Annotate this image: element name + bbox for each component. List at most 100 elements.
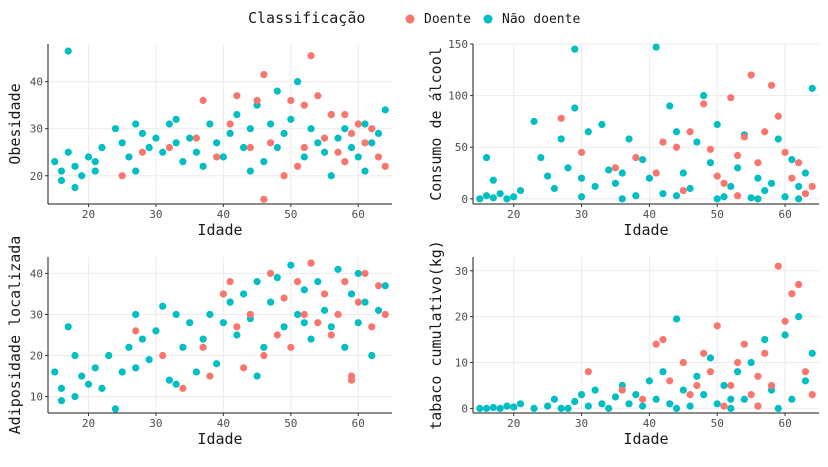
data-point xyxy=(260,351,268,360)
data-point xyxy=(496,190,504,198)
y-axis-title: Adiposidade localizada xyxy=(6,236,24,435)
data-point xyxy=(219,153,227,161)
data-point xyxy=(98,143,106,152)
data-point xyxy=(57,167,66,175)
data-point xyxy=(639,156,647,164)
data-point xyxy=(287,96,295,105)
data-point xyxy=(639,395,647,403)
data-point xyxy=(186,319,194,327)
y-tick-label: 10 xyxy=(30,391,43,404)
data-point xyxy=(482,404,491,413)
data-point xyxy=(510,193,518,201)
data-point xyxy=(713,400,721,408)
data-point xyxy=(132,167,140,175)
y-tick-label: 20 xyxy=(30,350,43,363)
data-point xyxy=(700,100,708,108)
data-point xyxy=(564,164,572,172)
data-point xyxy=(686,128,694,136)
data-point xyxy=(307,52,315,60)
data-point xyxy=(713,120,721,129)
data-point xyxy=(374,153,383,161)
data-point xyxy=(808,84,816,92)
data-point xyxy=(537,153,545,162)
data-point xyxy=(253,372,261,380)
data-point xyxy=(320,148,329,156)
data-point xyxy=(300,143,308,152)
data-point xyxy=(57,397,66,405)
data-point xyxy=(733,368,742,376)
data-point xyxy=(381,310,389,319)
data-point xyxy=(727,94,735,102)
data-point xyxy=(727,182,735,191)
data-point xyxy=(273,87,281,95)
data-point xyxy=(476,195,484,203)
data-point xyxy=(706,368,715,376)
data-point xyxy=(801,190,810,198)
data-point xyxy=(795,182,803,191)
data-point xyxy=(733,358,742,367)
data-point xyxy=(727,395,735,403)
data-point xyxy=(618,169,626,177)
data-point xyxy=(754,195,762,203)
data-point xyxy=(605,166,613,174)
series-nao-doente xyxy=(51,261,389,413)
data-point xyxy=(199,96,207,105)
x-axis-title: Idade xyxy=(623,221,668,239)
x-tick-label: 60 xyxy=(352,417,365,430)
y-tick-label: 0 xyxy=(461,402,468,415)
data-point xyxy=(246,167,254,175)
data-point xyxy=(287,261,295,269)
data-point xyxy=(280,129,288,138)
data-point xyxy=(266,120,275,128)
data-point xyxy=(64,47,72,55)
data-point xyxy=(341,343,349,351)
x-tick-label: 20 xyxy=(82,417,95,430)
data-point xyxy=(720,402,728,410)
data-point xyxy=(761,186,769,195)
panel-consumo-de-alcool: 20 30 40 50 60 0 50 100 150 Idade Consumo de álcoo… xyxy=(427,38,819,239)
data-point xyxy=(293,278,302,286)
data-point xyxy=(280,294,288,302)
data-point xyxy=(476,404,484,413)
y-axis-title: Obesidade xyxy=(6,83,24,164)
series-nao-doente xyxy=(476,313,816,413)
data-point xyxy=(550,395,559,403)
x-tick-label: 40 xyxy=(643,417,656,430)
legend: Classificação Doente Não doente xyxy=(248,9,580,27)
data-point xyxy=(347,129,356,138)
data-point xyxy=(314,139,322,147)
data-point xyxy=(591,182,599,191)
data-point xyxy=(314,278,322,286)
data-point xyxy=(795,159,803,167)
data-point xyxy=(706,159,715,167)
data-point xyxy=(287,115,295,123)
x-tick-label: 50 xyxy=(284,417,297,430)
data-point xyxy=(808,391,816,399)
series-doente xyxy=(557,71,816,200)
data-point xyxy=(632,391,640,399)
data-point xyxy=(354,120,362,128)
data-point xyxy=(652,43,660,51)
y-tick-label: 30 xyxy=(30,308,43,321)
data-point xyxy=(293,78,302,86)
data-point xyxy=(159,302,167,310)
data-point xyxy=(246,125,254,133)
data-point xyxy=(801,169,810,177)
data-point xyxy=(138,335,147,343)
data-point xyxy=(111,125,120,133)
data-point xyxy=(57,176,66,185)
data-point xyxy=(720,381,728,390)
data-point xyxy=(233,110,241,119)
data-point xyxy=(577,391,586,399)
x-tick-label: 60 xyxy=(778,208,791,221)
data-point xyxy=(706,354,715,362)
data-point xyxy=(754,372,762,380)
data-point xyxy=(368,351,376,360)
data-point xyxy=(713,322,721,330)
data-point xyxy=(740,340,748,348)
x-axis-title: Idade xyxy=(197,430,242,448)
data-point xyxy=(192,134,200,142)
data-point xyxy=(240,143,248,152)
